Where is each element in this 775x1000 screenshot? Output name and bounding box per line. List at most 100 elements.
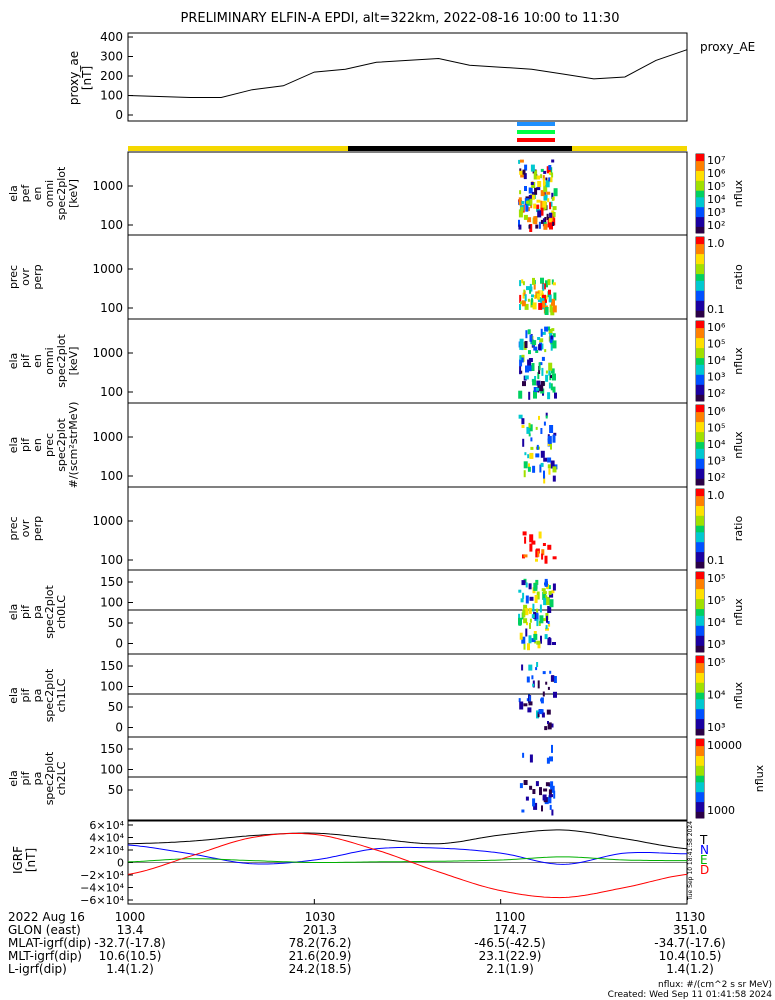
footer-row-1-label: GLON (east) bbox=[8, 923, 81, 937]
p3-spec-cell bbox=[525, 365, 529, 373]
p8-colorbar-segment bbox=[696, 808, 704, 812]
p4-spec-cell bbox=[523, 461, 528, 469]
p2-colorbar-segment bbox=[696, 263, 704, 268]
p5-colorbar-segment bbox=[696, 541, 704, 546]
footer-row-2-v2: -46.5(-42.5) bbox=[474, 936, 545, 950]
igrf-series-E bbox=[127, 856, 687, 863]
p5-colorbar-segment bbox=[696, 492, 704, 497]
igrf-legend-D: D bbox=[700, 863, 709, 877]
p7-ylabel: ch1LC bbox=[55, 678, 68, 712]
p1-spec-cell bbox=[540, 168, 544, 172]
p6-spec-cell bbox=[548, 623, 551, 627]
p1-colorbar-segment bbox=[696, 203, 704, 208]
p1-colorbar-segment bbox=[696, 193, 704, 198]
ae-legend-label: proxy_AE bbox=[700, 40, 755, 54]
p2-colorbar-segment bbox=[696, 240, 704, 245]
p6-spec-cell bbox=[535, 579, 539, 585]
p1-ylabel: ela bbox=[7, 185, 20, 202]
p1-spec-cell bbox=[551, 172, 554, 178]
footer-row-3-v3: 10.4(10.5) bbox=[659, 949, 722, 963]
p3-colorbar-segment bbox=[696, 384, 704, 389]
p2-spec-cell bbox=[549, 304, 553, 313]
p2-colorbar-segment bbox=[696, 297, 704, 301]
p1-spec-cell bbox=[551, 196, 554, 201]
p2-spec-cell bbox=[545, 280, 548, 288]
orbit-bar-yellow-left bbox=[128, 146, 348, 151]
p3-spec-cell bbox=[540, 381, 545, 386]
p3-colorbar-label: nflux bbox=[732, 347, 745, 375]
p1-spec-cell bbox=[548, 177, 551, 182]
p4-colorbar-tick-label: 10⁵ bbox=[707, 422, 725, 435]
p6-spec-cell bbox=[534, 612, 539, 621]
p3-spec-cell bbox=[533, 387, 538, 392]
p8-spec-cell bbox=[550, 781, 554, 790]
p5-spec-cell bbox=[541, 549, 545, 556]
p4-spec-cell bbox=[536, 444, 539, 450]
p1-colorbar-segment bbox=[696, 160, 704, 165]
p4-spec-cell bbox=[527, 454, 530, 459]
p1-spec-cell bbox=[534, 187, 538, 195]
p3-spec-cell bbox=[527, 365, 532, 372]
p6-spec-cell bbox=[529, 618, 532, 623]
p7-spec-cell bbox=[536, 662, 539, 667]
p6-colorbar-segment bbox=[696, 632, 704, 636]
p5-colorbar-segment bbox=[696, 521, 704, 526]
footer-row-4-v2: 2.1(1.9) bbox=[486, 962, 534, 976]
igrf-ytick-label: −2×10⁴ bbox=[80, 869, 124, 882]
p7-spec-cell bbox=[551, 675, 555, 682]
p7-spec-cell bbox=[550, 723, 554, 728]
p8-colorbar-segment bbox=[696, 755, 704, 760]
p7-spec-cell bbox=[547, 721, 549, 724]
p4-colorbar-segment bbox=[696, 461, 704, 466]
p7-colorbar-segment bbox=[696, 656, 704, 660]
p7-colorbar-segment bbox=[696, 679, 704, 683]
p7-colorbar-segment bbox=[696, 728, 704, 733]
p6-spec-cell bbox=[551, 590, 555, 594]
p6-colorbar-tick-label: 10⁴ bbox=[707, 616, 726, 629]
p3-spec-cell bbox=[535, 387, 540, 391]
p1-colorbar-segment bbox=[696, 226, 704, 231]
p2-spec-cell bbox=[522, 281, 525, 286]
igrf-ytick-label: 4×10⁴ bbox=[89, 832, 124, 845]
p3-colorbar-segment bbox=[696, 367, 704, 372]
p7-spec-cell bbox=[538, 709, 543, 714]
p3-colorbar-segment bbox=[696, 324, 704, 329]
p8-spec-cell bbox=[525, 796, 529, 801]
p4-spec-cell bbox=[548, 468, 551, 475]
p1-spec-cell bbox=[528, 195, 533, 199]
p6-colorbar-tick-label: 10³ bbox=[707, 638, 725, 651]
p5-spec-cell bbox=[552, 556, 557, 560]
p5-colorbar-segment bbox=[696, 554, 704, 559]
p4-colorbar-segment bbox=[696, 428, 704, 433]
p1-spec-cell bbox=[535, 224, 539, 229]
p3-spec-cell bbox=[528, 358, 533, 362]
p7-spec-cell bbox=[553, 676, 557, 683]
p5-colorbar-tick-label: 0.1 bbox=[707, 554, 725, 567]
p1-spec-cell bbox=[536, 187, 541, 191]
p6-spec-cell bbox=[552, 642, 556, 645]
p1-spec-cell bbox=[548, 218, 552, 223]
p2-colorbar-segment bbox=[696, 237, 704, 241]
side-stamp: Tue Sep 10 18:41:58 2024 bbox=[687, 821, 694, 901]
p7-ytick-label: 100 bbox=[100, 680, 123, 694]
p4-ylabel: ela bbox=[7, 437, 20, 454]
p6-spec-cell bbox=[523, 643, 526, 650]
p2-spec-cell bbox=[529, 289, 532, 294]
p8-colorbar-segment bbox=[696, 791, 704, 796]
p4-spec-cell bbox=[547, 442, 550, 447]
footer-row-3-v1: 21.6(20.9) bbox=[289, 949, 352, 963]
p1-spec-cell bbox=[531, 194, 535, 200]
p2-spec-cell bbox=[524, 303, 529, 310]
igrf-ytick-label: −4×10⁴ bbox=[80, 882, 124, 895]
p7-spec-cell bbox=[536, 710, 539, 719]
p3-spec-cell bbox=[541, 367, 544, 376]
p7-ylabel: ela bbox=[7, 687, 20, 704]
p1-spec-cell bbox=[533, 203, 537, 209]
p7-colorbar-segment bbox=[696, 675, 704, 680]
p6-colorbar-tick-label: 10⁵ bbox=[707, 594, 725, 607]
p2-colorbar-segment bbox=[696, 260, 704, 265]
p2-spec-cell bbox=[548, 294, 552, 303]
p5-colorbar-segment bbox=[696, 548, 704, 553]
p1-colorbar-tick-label: 10³ bbox=[707, 206, 725, 219]
p7-spec-cell bbox=[540, 698, 543, 702]
